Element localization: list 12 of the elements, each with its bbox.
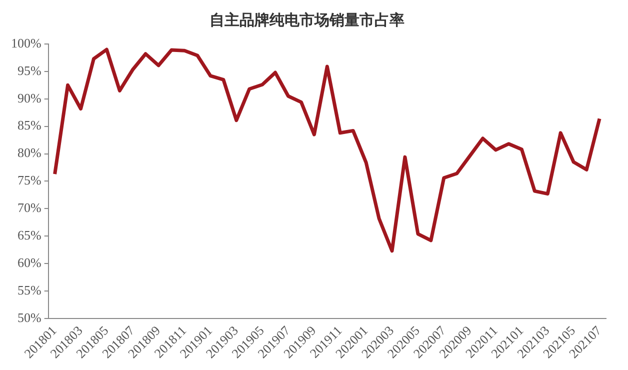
y-tick-label: 100% — [10, 35, 42, 50]
y-tick-label: 80% — [17, 145, 42, 160]
y-tick-label: 55% — [17, 282, 42, 298]
y-tick-label: 70% — [17, 200, 42, 216]
y-tick-label: 75% — [17, 172, 42, 188]
y-tick-label: 65% — [17, 227, 42, 242]
y-tick-label: 90% — [17, 90, 42, 106]
y-tick-label: 60% — [17, 254, 42, 270]
chart-title: 自主品牌纯电市场销量市占率 — [210, 10, 404, 29]
y-tick-label: 85% — [17, 118, 42, 133]
y-tick-label: 95% — [17, 62, 42, 78]
y-tick-label: 50% — [17, 310, 42, 325]
